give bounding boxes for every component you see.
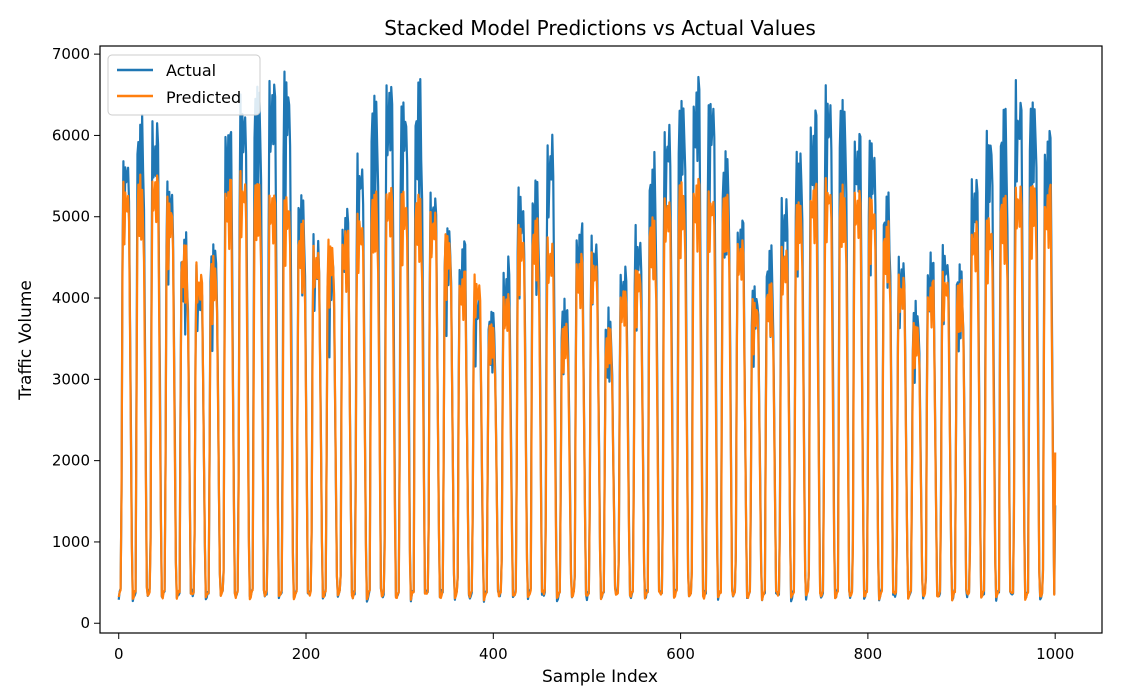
legend-label-predicted: Predicted bbox=[166, 88, 241, 107]
y-axis-label: Traffic Volume bbox=[16, 280, 36, 401]
y-tick-label: 2000 bbox=[52, 452, 90, 470]
y-tick-label: 7000 bbox=[52, 45, 90, 63]
legend: Actual Predicted bbox=[107, 54, 261, 116]
y-tick-label: 3000 bbox=[52, 370, 90, 388]
legend-label-actual: Actual bbox=[166, 61, 216, 80]
y-tick-label: 6000 bbox=[52, 126, 90, 144]
x-tick-label: 0 bbox=[114, 645, 124, 663]
y-tick-label: 4000 bbox=[52, 289, 90, 307]
x-tick-label: 800 bbox=[854, 645, 883, 663]
x-tick-label: 600 bbox=[666, 645, 695, 663]
x-tick-label: 400 bbox=[479, 645, 508, 663]
y-tick-label: 5000 bbox=[52, 208, 90, 226]
y-axis: 0 1000 2000 3000 4000 5000 6000 7000 bbox=[52, 45, 100, 632]
series-layer bbox=[117, 70, 1057, 603]
plot-frame bbox=[99, 45, 1103, 634]
series-line-predicted bbox=[117, 169, 1057, 602]
x-tick-label: 1000 bbox=[1036, 645, 1074, 663]
x-axis: 0 200 400 600 800 1000 bbox=[114, 633, 1074, 663]
chart-title: Stacked Model Predictions vs Actual Valu… bbox=[384, 16, 816, 40]
y-tick-label: 1000 bbox=[52, 533, 90, 551]
x-axis-label: Sample Index bbox=[542, 667, 658, 687]
y-tick-label: 0 bbox=[80, 614, 90, 632]
x-tick-label: 200 bbox=[292, 645, 321, 663]
